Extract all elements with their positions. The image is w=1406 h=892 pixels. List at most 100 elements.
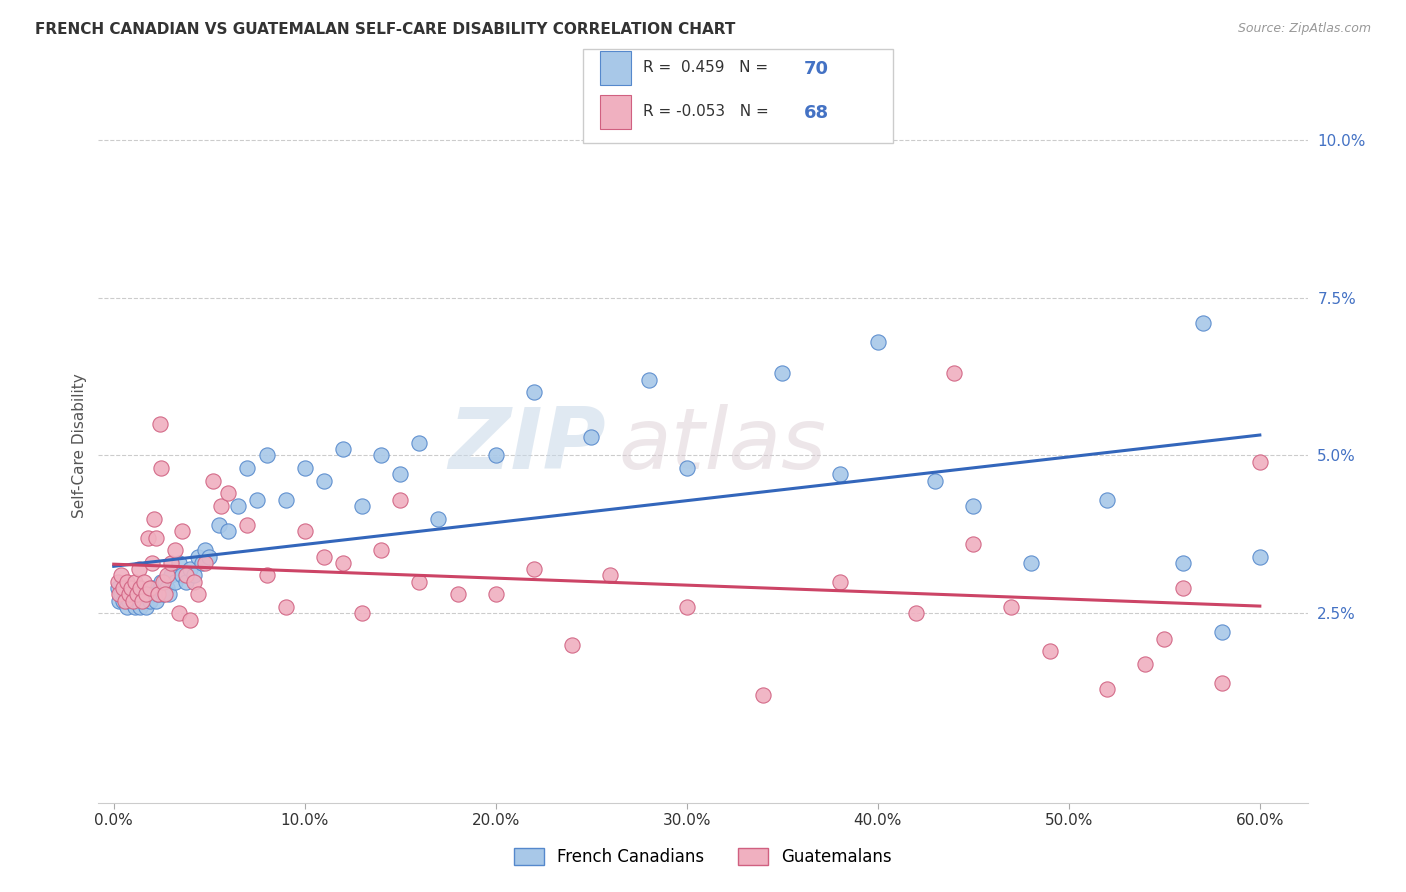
Text: R = -0.053   N =: R = -0.053 N = [643,104,773,120]
Point [134,574,156,589]
Point [523,562,546,576]
Point [599,568,621,582]
Point [145,531,167,545]
Point [427,511,450,525]
Point [167,607,190,621]
Point [209,499,232,513]
Point [198,549,221,564]
Point [190,556,212,570]
Text: ZIP: ZIP [449,404,606,488]
Point [828,467,851,482]
Point [1211,625,1233,640]
Point [236,461,259,475]
Point [108,593,131,607]
Point [217,524,239,539]
Point [146,587,169,601]
Point [1191,316,1213,330]
Point [408,435,430,450]
Point [1211,675,1233,690]
Point [129,581,152,595]
Point [312,549,335,564]
Point [943,367,966,381]
Point [1135,657,1157,671]
Text: atlas: atlas [619,404,827,488]
Point [115,574,138,589]
Point [121,593,143,607]
Point [485,449,508,463]
Point [179,562,201,576]
Point [256,568,278,582]
Point [770,367,793,381]
Point [485,587,508,601]
Point [370,449,392,463]
Point [194,543,217,558]
Point [135,587,157,601]
Point [187,587,209,601]
Point [142,511,165,525]
Point [129,600,152,615]
Point [142,587,165,601]
Point [217,486,239,500]
Point [202,474,225,488]
Point [110,568,132,582]
Point [675,600,697,615]
Point [107,581,129,595]
Point [128,587,150,601]
Point [174,574,197,589]
Text: 68: 68 [804,104,830,122]
Point [157,587,180,601]
Point [236,517,259,532]
Point [139,581,162,595]
Point [118,587,141,601]
Point [160,556,183,570]
Point [866,334,889,349]
Point [155,587,177,601]
Point [332,442,354,457]
Point [187,549,209,564]
Point [332,556,354,570]
Point [675,461,697,475]
Point [752,689,775,703]
Point [112,581,135,595]
Point [1173,581,1195,595]
Point [152,587,174,601]
Point [124,574,146,589]
Point [194,556,217,570]
Point [274,492,297,507]
Point [924,474,946,488]
Point [1095,492,1118,507]
Point [156,581,179,595]
Point [125,593,148,607]
Point [389,467,412,482]
Point [294,461,316,475]
Point [128,562,150,576]
Point [183,574,205,589]
Point [962,537,984,551]
Point [312,474,335,488]
Point [167,556,190,570]
Point [904,607,927,621]
Point [1039,644,1062,658]
Point [148,417,170,431]
Point [107,574,129,589]
Point [350,499,373,513]
Point [1249,549,1271,564]
Point [150,461,173,475]
Point [256,449,278,463]
Point [112,593,135,607]
Point [114,587,136,601]
Point [120,581,142,595]
Point [350,607,373,621]
Point [828,574,851,589]
Point [141,556,163,570]
Point [139,593,162,607]
Point [962,499,984,513]
Point [163,574,186,589]
Point [114,593,136,607]
Point [294,524,316,539]
Point [134,593,156,607]
Point [156,568,179,582]
Point [125,587,148,601]
Point [150,574,173,589]
Text: R =  0.459   N =: R = 0.459 N = [643,60,772,75]
